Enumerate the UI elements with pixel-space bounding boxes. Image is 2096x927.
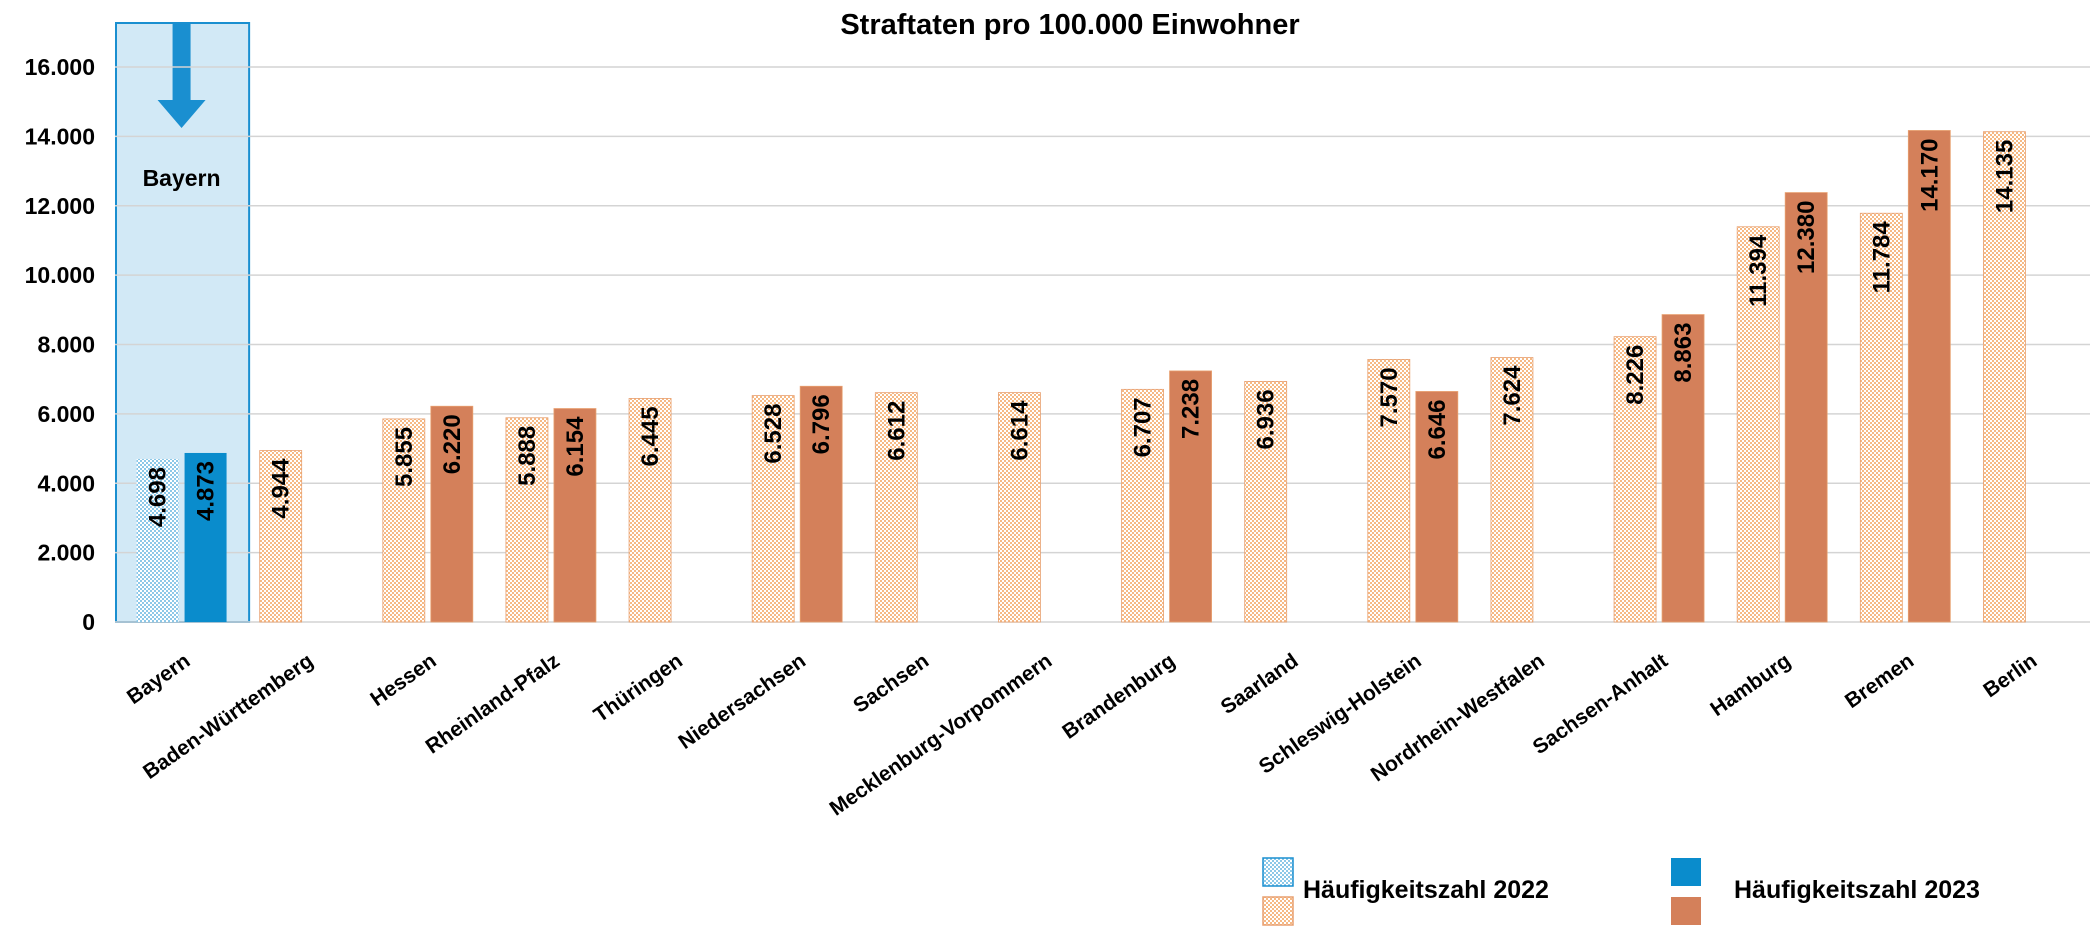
value-label: 6.936 <box>1253 389 1280 449</box>
x-tick-label: Thüringen <box>590 649 687 727</box>
x-tick-label: Mecklenburg-Vorpommern <box>826 649 1057 820</box>
value-label: 7.570 <box>1376 367 1403 427</box>
bar <box>628 398 672 623</box>
x-tick-label: Berlin <box>1979 649 2041 702</box>
value-label: 4.873 <box>193 461 220 521</box>
value-label: 6.528 <box>760 404 787 464</box>
bar <box>259 450 303 623</box>
y-tick-label: 14.000 <box>25 123 95 149</box>
value-label: 6.154 <box>562 416 589 477</box>
value-label: 5.888 <box>514 426 541 486</box>
value-label: 6.220 <box>439 414 466 474</box>
bar <box>1784 192 1828 623</box>
value-label: 8.863 <box>1670 323 1697 383</box>
y-tick-label: 6.000 <box>37 401 95 427</box>
y-tick-label: 16.000 <box>25 54 95 80</box>
bar <box>1736 226 1780 623</box>
value-label: 6.646 <box>1424 399 1451 459</box>
legend-label: Häufigkeitszahl 2022 <box>1303 876 1549 904</box>
x-tick-label: Sachsen-Anhalt <box>1529 649 1672 759</box>
value-label: 8.226 <box>1622 345 1649 405</box>
value-label: 6.614 <box>1006 400 1033 461</box>
x-tick-label: Saarland <box>1217 649 1303 719</box>
legend-swatch <box>1262 896 1294 926</box>
y-tick-label: 10.000 <box>25 262 95 288</box>
value-label: 11.394 <box>1745 234 1772 307</box>
bar <box>1490 357 1534 623</box>
x-tick-label: Niedersachsen <box>674 649 810 754</box>
bar <box>751 395 795 623</box>
value-label: 11.784 <box>1868 221 1895 294</box>
bar <box>184 452 227 622</box>
bar <box>1983 131 2026 623</box>
value-label: 4.698 <box>145 467 172 527</box>
x-tick-label: Bremen <box>1841 649 1918 713</box>
x-tick-label: Brandenburg <box>1058 649 1179 743</box>
x-tick-label: Hamburg <box>1706 649 1795 721</box>
value-label: 14.135 <box>1991 140 2018 213</box>
bar <box>998 392 1041 623</box>
y-tick-label: 4.000 <box>37 470 95 496</box>
value-label: 6.445 <box>637 406 664 466</box>
bar <box>553 408 597 623</box>
bar <box>1169 370 1212 623</box>
value-label: 14.170 <box>1916 138 1943 211</box>
y-tick-label: 2.000 <box>37 540 95 566</box>
value-label: 7.238 <box>1178 379 1205 439</box>
bar <box>1613 336 1657 623</box>
bar <box>1367 359 1411 623</box>
bar <box>505 417 549 623</box>
bar <box>136 459 179 622</box>
value-label: 7.624 <box>1499 365 1526 426</box>
highlight-label: Bayern <box>143 165 221 191</box>
x-tick-label: Rheinland-Pfalz <box>422 649 564 758</box>
bar <box>430 405 474 623</box>
highlight-arrow <box>157 24 206 128</box>
bar <box>874 392 918 623</box>
bar <box>1415 391 1459 623</box>
value-label: 6.707 <box>1130 397 1157 457</box>
y-tick-label: 12.000 <box>25 193 95 219</box>
bar <box>1859 212 1903 623</box>
value-label: 12.380 <box>1793 201 1820 274</box>
bar <box>382 418 426 623</box>
x-tick-label: Bayern <box>123 649 195 709</box>
bar <box>1121 388 1164 623</box>
value-label: 6.612 <box>883 401 910 461</box>
legend-label: Häufigkeitszahl 2023 <box>1734 876 1980 904</box>
y-tick-label: 0 <box>82 609 95 635</box>
legend-swatch <box>1262 857 1294 887</box>
value-label: 6.796 <box>808 394 835 454</box>
legend-swatch <box>1671 858 1701 886</box>
value-label: 4.944 <box>268 458 295 519</box>
bar <box>1661 314 1705 623</box>
x-tick-label: Sachsen <box>849 649 933 717</box>
chart-title: Straftaten pro 100.000 Einwohner <box>840 9 1299 41</box>
value-label: 5.855 <box>391 427 418 487</box>
bar <box>799 385 843 623</box>
x-tick-label: Hessen <box>366 649 440 711</box>
legend-swatch <box>1671 897 1701 925</box>
y-tick-label: 8.000 <box>37 332 95 358</box>
bar <box>1244 381 1288 623</box>
bar <box>1907 130 1951 623</box>
